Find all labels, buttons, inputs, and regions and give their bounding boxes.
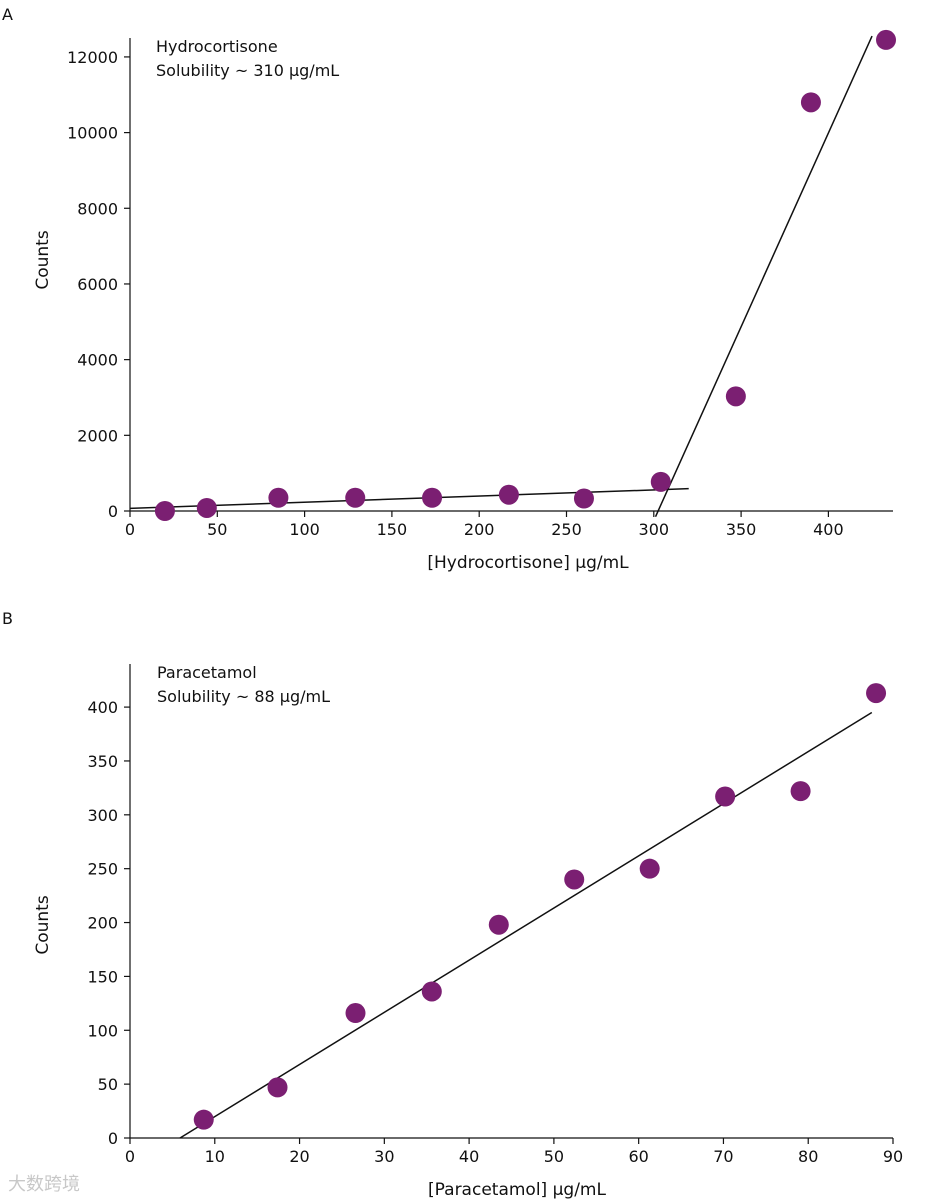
y-tick-label: 6000 bbox=[77, 275, 118, 294]
data-point bbox=[498, 484, 519, 505]
y-tick-label: 150 bbox=[87, 967, 118, 986]
y-tick-label: 400 bbox=[87, 698, 118, 717]
fit-line bbox=[129, 487, 689, 510]
data-point bbox=[154, 501, 175, 521]
x-tick-label: 60 bbox=[628, 1147, 648, 1166]
data-point bbox=[639, 858, 660, 879]
data-point bbox=[715, 786, 736, 807]
y-tick-label: 12000 bbox=[67, 48, 118, 67]
data-point bbox=[345, 1003, 366, 1024]
x-tick-label: 80 bbox=[798, 1147, 818, 1166]
x-tick-label: 0 bbox=[125, 520, 135, 539]
data-point bbox=[196, 497, 217, 518]
y-tick-label: 350 bbox=[87, 752, 118, 771]
x-tick-label: 350 bbox=[726, 520, 757, 539]
x-tick-label: 100 bbox=[289, 520, 320, 539]
data-point bbox=[725, 386, 746, 407]
data-point bbox=[800, 92, 821, 113]
x-tick-label: 20 bbox=[289, 1147, 309, 1166]
data-point bbox=[650, 471, 671, 492]
fit-line bbox=[654, 35, 873, 517]
y-tick-label: 10000 bbox=[67, 124, 118, 143]
data-point bbox=[564, 869, 585, 890]
solubility-note-b: Solubility ~ 88 µg/mL bbox=[157, 687, 330, 706]
data-point bbox=[268, 487, 289, 508]
panel-b: B Paracetamol Solubility ~ 88 µg/mL [Par… bbox=[2, 609, 903, 1200]
x-tick-label: 150 bbox=[377, 520, 408, 539]
y-axis-label-a: Counts bbox=[33, 230, 53, 289]
x-tick-label: 50 bbox=[544, 1147, 564, 1166]
data-point bbox=[573, 488, 594, 509]
data-point bbox=[876, 29, 897, 50]
solubility-note-a: Solubility ~ 310 µg/mL bbox=[156, 61, 339, 80]
x-tick-label: 50 bbox=[207, 520, 227, 539]
y-tick-label: 2000 bbox=[77, 426, 118, 445]
y-tick-label: 100 bbox=[87, 1021, 118, 1040]
data-point bbox=[790, 781, 811, 802]
compound-name-a: Hydrocortisone bbox=[156, 37, 278, 56]
data-point bbox=[421, 981, 442, 1002]
x-tick-label: 70 bbox=[713, 1147, 733, 1166]
y-tick-label: 4000 bbox=[77, 351, 118, 370]
y-tick-label: 0 bbox=[108, 1129, 118, 1148]
panel-label-b: B bbox=[2, 609, 13, 628]
x-axis-label-a: [Hydrocortisone] µg/mL bbox=[427, 553, 629, 573]
panel-a: A Hydrocortisone Solubility ~ 310 µg/mL … bbox=[2, 5, 897, 573]
y-tick-label: 50 bbox=[98, 1075, 118, 1094]
x-tick-label: 30 bbox=[374, 1147, 394, 1166]
x-tick-label: 400 bbox=[813, 520, 844, 539]
x-tick-label: 300 bbox=[639, 520, 670, 539]
watermark: 大数跨境 bbox=[8, 1174, 80, 1195]
y-tick-label: 300 bbox=[87, 806, 118, 825]
y-tick-label: 200 bbox=[87, 914, 118, 933]
x-tick-label: 40 bbox=[459, 1147, 479, 1166]
x-axis-label-b: [Paracetamol] µg/mL bbox=[428, 1180, 606, 1200]
x-tick-label: 0 bbox=[125, 1147, 135, 1166]
panel-label-a: A bbox=[2, 5, 13, 24]
data-point bbox=[193, 1109, 214, 1130]
data-point bbox=[267, 1077, 288, 1098]
x-tick-label: 90 bbox=[883, 1147, 903, 1166]
x-tick-label: 200 bbox=[464, 520, 495, 539]
fit-line bbox=[179, 711, 873, 1139]
y-tick-label: 250 bbox=[87, 860, 118, 879]
y-axis-label-b: Counts bbox=[33, 895, 53, 954]
data-point bbox=[488, 914, 509, 935]
y-tick-label: 0 bbox=[108, 502, 118, 521]
data-point bbox=[345, 487, 366, 508]
y-tick-label: 8000 bbox=[77, 199, 118, 218]
data-point bbox=[422, 487, 443, 508]
x-tick-label: 250 bbox=[551, 520, 582, 539]
x-tick-label: 10 bbox=[205, 1147, 225, 1166]
compound-name-b: Paracetamol bbox=[157, 663, 257, 682]
data-point bbox=[866, 683, 887, 704]
